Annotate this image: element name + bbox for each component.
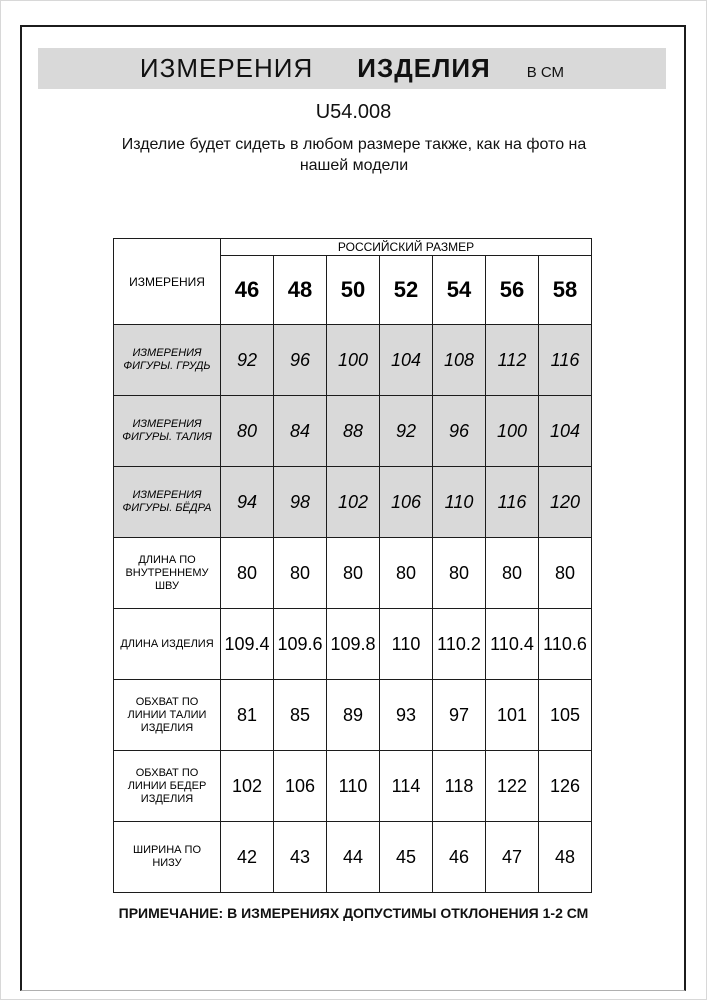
measurement-value: 43 [273, 821, 327, 893]
measurement-value: 101 [485, 679, 539, 751]
measurement-value: 110.4 [485, 608, 539, 680]
size-column-header: 54 [432, 255, 486, 325]
measurement-value: 92 [379, 395, 433, 467]
russian-size-header: РОССИЙСКИЙ РАЗМЕР [220, 238, 592, 256]
measurement-value: 80 [432, 537, 486, 609]
measurement-value: 110 [326, 750, 380, 822]
product-code: U54.008 [315, 101, 392, 123]
measurement-value: 110 [432, 466, 486, 538]
measurement-value: 106 [379, 466, 433, 538]
row-label: ИЗМЕРЕНИЯ ФИГУРЫ. БЁДРА [113, 466, 221, 538]
size-column-header: 46 [220, 255, 274, 325]
table-row: ДЛИНА ПО ВНУТРЕННЕМУ ШВУ 80 80 80 80 80 80 80 [113, 537, 592, 609]
table-row: ОБХВАТ ПО ЛИНИИ БЕДЕР ИЗДЕЛИЯ 102 106 110 11… [113, 750, 592, 822]
measurement-value: 109.8 [326, 608, 380, 680]
measurement-value: 84 [273, 395, 327, 467]
row-label: ДЛИНА ИЗДЕЛИЯ [113, 608, 221, 680]
measurement-value: 85 [273, 679, 327, 751]
size-column-header: 58 [538, 255, 592, 325]
row-label: ДЛИНА ПО ВНУТРЕННЕМУ ШВУ [113, 537, 221, 609]
measurement-value: 108 [432, 324, 486, 396]
measurement-value: 109.6 [273, 608, 327, 680]
title-unit: В СМ [526, 64, 565, 81]
row-label: ОБХВАТ ПО ЛИНИИ ТАЛИИ ИЗДЕЛИЯ [113, 679, 221, 751]
title-banner: ИЗМЕРЕНИЯ ИЗДЕЛИЯ В СМ [38, 48, 666, 89]
measurement-value: 80 [273, 537, 327, 609]
measurement-value: 100 [485, 395, 539, 467]
measurement-value: 110.2 [432, 608, 486, 680]
measurement-value: 114 [379, 750, 433, 822]
table-row: ШИРИНА ПО НИЗУ 42 43 44 45 46 47 48 [113, 821, 592, 893]
measurement-value: 44 [326, 821, 380, 893]
tolerance-note: ПРИМЕЧАНИЕ: В ИЗМЕРЕНИЯХ ДОПУСТИМЫ ОТКЛО… [118, 905, 589, 921]
measurement-value: 109.4 [220, 608, 274, 680]
measurement-value: 45 [379, 821, 433, 893]
measurement-value: 122 [485, 750, 539, 822]
row-label: ИЗМЕРЕНИЯ ФИГУРЫ. ГРУДЬ [113, 324, 221, 396]
measurement-value: 98 [273, 466, 327, 538]
measurement-value: 80 [538, 537, 592, 609]
measurements-corner-header: ИЗМЕРЕНИЯ [113, 238, 221, 325]
measurement-value: 80 [485, 537, 539, 609]
measurement-value: 106 [273, 750, 327, 822]
measurement-value: 80 [326, 537, 380, 609]
measurement-value: 48 [538, 821, 592, 893]
size-table-body: ИЗМЕРЕНИЯ ФИГУРЫ. ГРУДЬ 92 96 100 104 108 112 1… [113, 324, 592, 893]
measurement-value: 97 [432, 679, 486, 751]
table-row: ДЛИНА ИЗДЕЛИЯ 109.4 109.6 109.8 110 110.2 110.… [113, 608, 592, 680]
measurement-value: 120 [538, 466, 592, 538]
measurement-value: 88 [326, 395, 380, 467]
measurement-value: 102 [220, 750, 274, 822]
measurement-value: 110 [379, 608, 433, 680]
measurement-value: 116 [485, 466, 539, 538]
measurement-value: 42 [220, 821, 274, 893]
measurement-value: 104 [379, 324, 433, 396]
table-row: ИЗМЕРЕНИЯ ФИГУРЫ. ТАЛИЯ 80 84 88 92 96 100 104 [113, 395, 592, 467]
measurement-value: 81 [220, 679, 274, 751]
size-header-row: 46 48 50 52 54 56 58 [114, 255, 592, 325]
measurement-value: 92 [220, 324, 274, 396]
measurement-value: 100 [326, 324, 380, 396]
size-column-header: 50 [326, 255, 380, 325]
measurement-value: 96 [273, 324, 327, 396]
table-row: ИЗМЕРЕНИЯ ФИГУРЫ. БЁДРА 94 98 102 106 110 116 1… [113, 466, 592, 538]
measurement-value: 93 [379, 679, 433, 751]
measurement-value: 80 [220, 395, 274, 467]
measurement-value: 80 [220, 537, 274, 609]
measurement-value: 96 [432, 395, 486, 467]
measurement-value: 126 [538, 750, 592, 822]
row-label: ШИРИНА ПО НИЗУ [113, 821, 221, 893]
measurement-value: 46 [432, 821, 486, 893]
measurement-value: 89 [326, 679, 380, 751]
product-description: Изделие будет сидеть в любом размере так… [121, 136, 587, 174]
measurement-value: 105 [538, 679, 592, 751]
measurement-value: 47 [485, 821, 539, 893]
size-column-header: 48 [273, 255, 327, 325]
row-label: ОБХВАТ ПО ЛИНИИ БЕДЕР ИЗДЕЛИЯ [113, 750, 221, 822]
title-product-word: ИЗДЕЛИЯ [357, 53, 491, 83]
measurement-value: 80 [379, 537, 433, 609]
size-column-header: 52 [379, 255, 433, 325]
table-row: ИЗМЕРЕНИЯ ФИГУРЫ. ГРУДЬ 92 96 100 104 108 112 1… [113, 324, 592, 396]
measurement-value: 112 [485, 324, 539, 396]
measurement-value: 104 [538, 395, 592, 467]
table-row: ОБХВАТ ПО ЛИНИИ ТАЛИИ ИЗДЕЛИЯ 81 85 89 93 97 1… [113, 679, 592, 751]
title-measurements: ИЗМЕРЕНИЯ [139, 53, 314, 83]
measurement-value: 102 [326, 466, 380, 538]
row-label: ИЗМЕРЕНИЯ ФИГУРЫ. ТАЛИЯ [113, 395, 221, 467]
measurement-value: 94 [220, 466, 274, 538]
size-column-header: 56 [485, 255, 539, 325]
measurement-value: 110.6 [538, 608, 592, 680]
page-frame [20, 25, 686, 991]
size-table: ИЗМЕРЕНИЯ РОССИЙСКИЙ РАЗМЕР 46 48 50 52 54 56… [113, 238, 592, 893]
size-group-header-row: ИЗМЕРЕНИЯ РОССИЙСКИЙ РАЗМЕР [113, 238, 592, 325]
measurement-value: 118 [432, 750, 486, 822]
measurement-value: 116 [538, 324, 592, 396]
